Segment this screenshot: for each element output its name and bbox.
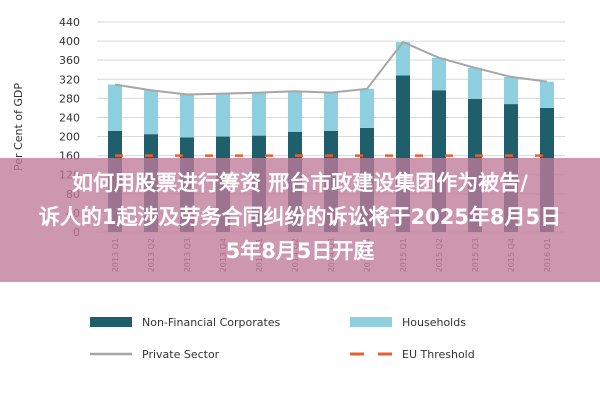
- overlay-banner: 如何用股票进行筹资 邢台市政建设集团作为被告/诉人的1起涉及劳务合同纠纷的诉讼将…: [0, 158, 600, 282]
- bar-households: [144, 90, 158, 135]
- legend-label: EU Threshold: [402, 348, 475, 361]
- bar-households: [360, 88, 374, 128]
- bar-households: [216, 93, 230, 137]
- legend-swatch: [350, 317, 392, 327]
- bar-households: [504, 76, 518, 105]
- y-axis-label: Per Cent of GDP: [12, 83, 25, 171]
- bar-households: [180, 94, 194, 138]
- legend-label: Non-Financial Corporates: [142, 316, 281, 329]
- legend: Non-Financial Corporates Households Privat…: [90, 316, 475, 361]
- y-tick-label: 400: [59, 35, 80, 48]
- y-tick-label: 280: [59, 92, 80, 105]
- banner-line: 诉人的1起涉及劳务合同纠纷的诉讼将于2025年8月5日: [39, 205, 561, 229]
- y-tick-label: 440: [59, 16, 80, 29]
- lines: [114, 40, 548, 157]
- line-private-sector: [114, 40, 548, 96]
- legend-label: Households: [402, 316, 466, 329]
- bar-households: [540, 81, 554, 108]
- bar-households: [468, 67, 482, 99]
- bar-households: [432, 57, 446, 91]
- y-tick-label: 200: [59, 131, 80, 144]
- legend-swatch: [90, 317, 132, 327]
- bar-households: [288, 91, 302, 132]
- legend-label: Private Sector: [142, 348, 220, 361]
- y-tick-label: 320: [59, 73, 80, 86]
- bar-households: [108, 84, 122, 131]
- banner-background: [0, 158, 600, 282]
- y-tick-label: 240: [59, 111, 80, 124]
- y-tick-label: 360: [59, 54, 80, 67]
- bar-households: [324, 92, 338, 131]
- banner-line: 如何用股票进行筹资 邢台市政建设集团作为被告/: [72, 171, 528, 195]
- bar-households: [252, 92, 266, 136]
- bar-households: [396, 42, 410, 76]
- banner-line: 5年8月5日开庭: [226, 239, 375, 263]
